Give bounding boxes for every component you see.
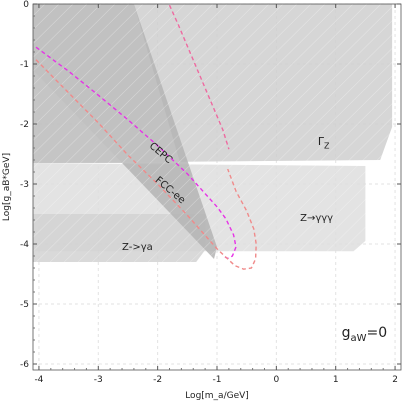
hatch-line (33, 4, 172, 141)
hatch-line (234, 205, 401, 370)
excluded-region-Za (33, 214, 206, 262)
hatch-line (220, 191, 401, 370)
x-tick-label: -4 (34, 375, 43, 385)
y-tick-label: 0 (23, 0, 29, 10)
hatch-line (290, 260, 401, 370)
hatch-line (33, 4, 298, 266)
hatch-line (33, 4, 214, 183)
hatch-line (318, 288, 401, 370)
hatch-line (52, 25, 401, 370)
sensitivity-curves (35, 4, 257, 270)
hatch-line (262, 233, 401, 370)
y-tick-label: -1 (20, 60, 29, 70)
x-tick-label: -3 (94, 375, 103, 385)
hatch-line (122, 94, 401, 370)
hatch-line (33, 4, 368, 335)
hatch-line (33, 4, 144, 114)
hatch-line (178, 149, 401, 370)
hatch-line (33, 4, 354, 321)
x-tick-label: 0 (273, 375, 279, 385)
hatch-line (33, 4, 284, 252)
hatch-line (33, 4, 256, 225)
hatch-line (33, 4, 158, 128)
hatch-line (108, 80, 401, 370)
hatch-line (94, 66, 401, 370)
y-tick-label: -3 (20, 180, 29, 190)
hatch-line (164, 136, 401, 370)
hatch-line (33, 4, 102, 72)
hatch-line (33, 4, 116, 86)
annotation-za: Z->γa (122, 242, 153, 253)
annotation-z: Z→γγγ (300, 213, 333, 224)
excluded-regions (33, 4, 393, 262)
y-tick-label: -6 (20, 360, 29, 370)
hatch-line (248, 219, 401, 370)
hatch-line (33, 4, 270, 238)
hatch-line (33, 4, 186, 155)
hatch-line (33, 4, 326, 294)
x-tick-label: -2 (153, 375, 162, 385)
hatch-line (33, 4, 340, 308)
hatch-line (33, 4, 242, 211)
curve-cepc (35, 46, 237, 260)
y-tick-label: -5 (20, 300, 29, 310)
hatch-line (33, 4, 130, 100)
x-tick-label: 1 (333, 375, 339, 385)
hatch-line (136, 108, 401, 370)
hatch-line (150, 122, 401, 370)
axis-ticks: -4 -3 -2 -1 0 1 2 0 -1 -2 -3 -4 -5 -6 (20, 0, 401, 385)
excluded-region-shade-4 (33, 4, 181, 163)
x-axis-title: Log[m_a/GeV] (185, 391, 249, 401)
hatch-line (276, 246, 401, 370)
annotation-g-aw: gaW=0 (342, 325, 388, 344)
hatch-line (38, 11, 401, 370)
hatch-line (33, 4, 396, 363)
x-tick-label: 2 (392, 375, 398, 385)
hatch-line (66, 39, 401, 370)
curve-2 (168, 4, 230, 150)
hatch-line (33, 4, 382, 349)
hatch-line (192, 163, 401, 370)
x-tick-label: -1 (213, 375, 222, 385)
hatch-line (304, 274, 401, 370)
curve-fcc-ee (35, 59, 257, 270)
y-tick-label: -2 (20, 120, 29, 130)
hatch-line (33, 4, 228, 197)
annotation--z: ΓZ (318, 135, 330, 150)
hatch-line (206, 177, 401, 370)
hatch-line (33, 4, 200, 169)
hatch-line (33, 4, 312, 280)
y-axis-title: Log[g_aB*GeV] (2, 153, 12, 221)
hatch-line (80, 53, 401, 370)
hatch-line (332, 302, 401, 370)
y-tick-label: -4 (20, 240, 29, 250)
hatching (33, 4, 401, 370)
